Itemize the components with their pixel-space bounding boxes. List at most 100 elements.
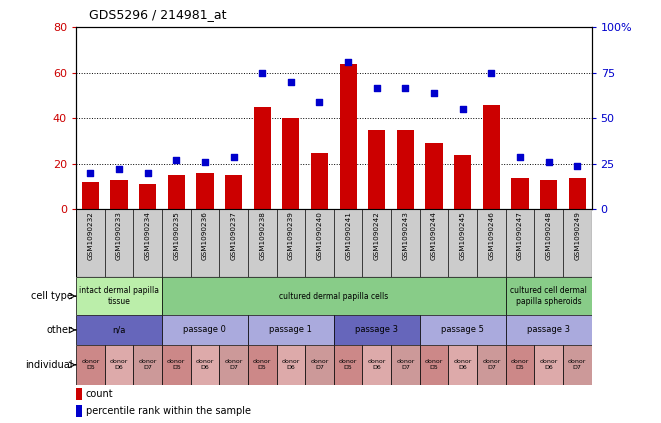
Text: donor
D5: donor D5: [253, 360, 272, 370]
Text: donor
D5: donor D5: [81, 360, 100, 370]
Bar: [282, 118, 299, 209]
Bar: [76, 345, 104, 385]
Text: GSM1090238: GSM1090238: [259, 212, 265, 260]
Bar: [568, 178, 586, 209]
Text: GSM1090233: GSM1090233: [116, 212, 122, 260]
Bar: [362, 345, 391, 385]
Point: [314, 99, 325, 105]
Bar: [506, 345, 534, 385]
Text: donor
D7: donor D7: [224, 360, 243, 370]
Text: cultured dermal papilla cells: cultured dermal papilla cells: [279, 291, 389, 301]
Text: passage 0: passage 0: [184, 325, 226, 335]
Text: donor
D7: donor D7: [482, 360, 500, 370]
Text: donor
D6: donor D6: [196, 360, 214, 370]
Point: [429, 90, 440, 96]
Text: GSM1090249: GSM1090249: [574, 212, 580, 260]
Bar: [506, 277, 592, 315]
Point: [371, 84, 382, 91]
Point: [228, 153, 239, 160]
Point: [457, 106, 468, 113]
Text: donor
D5: donor D5: [167, 360, 186, 370]
Bar: [76, 388, 82, 400]
Text: donor
D7: donor D7: [310, 360, 329, 370]
Bar: [512, 178, 529, 209]
Bar: [276, 345, 305, 385]
Text: other: other: [47, 325, 73, 335]
Text: percentile rank within the sample: percentile rank within the sample: [86, 407, 251, 416]
Text: donor
D7: donor D7: [396, 360, 414, 370]
Point: [343, 59, 354, 66]
Bar: [82, 182, 99, 209]
Point: [114, 166, 124, 173]
Text: passage 3: passage 3: [355, 325, 399, 335]
Bar: [190, 345, 219, 385]
Text: passage 1: passage 1: [270, 325, 312, 335]
Bar: [311, 153, 328, 209]
Bar: [426, 143, 443, 209]
Text: donor
D7: donor D7: [138, 360, 157, 370]
Text: GSM1090248: GSM1090248: [545, 212, 552, 260]
Text: passage 5: passage 5: [442, 325, 484, 335]
Point: [142, 170, 153, 176]
Bar: [254, 107, 271, 209]
Text: GSM1090236: GSM1090236: [202, 212, 208, 260]
Text: individual: individual: [25, 360, 73, 370]
Bar: [76, 315, 162, 345]
Bar: [483, 105, 500, 209]
Text: donor
D5: donor D5: [511, 360, 529, 370]
Text: GSM1090246: GSM1090246: [488, 212, 494, 260]
Point: [85, 170, 96, 176]
Text: GSM1090240: GSM1090240: [317, 212, 323, 260]
Text: count: count: [86, 390, 114, 399]
Point: [257, 70, 268, 77]
Bar: [334, 315, 420, 345]
Text: GSM1090234: GSM1090234: [145, 212, 151, 260]
Text: donor
D7: donor D7: [568, 360, 586, 370]
Bar: [76, 277, 162, 315]
Bar: [168, 175, 185, 209]
Text: GSM1090239: GSM1090239: [288, 212, 294, 260]
Text: donor
D6: donor D6: [282, 360, 300, 370]
Text: GSM1090241: GSM1090241: [345, 212, 351, 260]
Bar: [139, 184, 156, 209]
Text: cell type: cell type: [31, 291, 73, 301]
Text: GSM1090247: GSM1090247: [517, 212, 523, 260]
Text: GSM1090235: GSM1090235: [173, 212, 179, 260]
Bar: [448, 345, 477, 385]
Bar: [162, 315, 248, 345]
Bar: [563, 345, 592, 385]
Bar: [76, 405, 82, 417]
Text: passage 3: passage 3: [527, 325, 570, 335]
Bar: [219, 345, 248, 385]
Text: GSM1090232: GSM1090232: [87, 212, 93, 260]
Bar: [305, 345, 334, 385]
Text: donor
D6: donor D6: [453, 360, 472, 370]
Bar: [196, 173, 214, 209]
Text: GDS5296 / 214981_at: GDS5296 / 214981_at: [89, 8, 227, 21]
Bar: [540, 180, 557, 209]
Point: [515, 153, 525, 160]
Point: [400, 84, 410, 91]
Point: [286, 79, 296, 85]
Point: [200, 159, 210, 165]
Text: n/a: n/a: [112, 325, 126, 335]
Bar: [162, 277, 506, 315]
Text: GSM1090237: GSM1090237: [231, 212, 237, 260]
Text: donor
D6: donor D6: [539, 360, 558, 370]
Bar: [454, 155, 471, 209]
Bar: [420, 315, 506, 345]
Bar: [368, 130, 385, 209]
Point: [572, 162, 582, 169]
Bar: [248, 315, 334, 345]
Bar: [506, 315, 592, 345]
Bar: [534, 345, 563, 385]
Text: GSM1090245: GSM1090245: [459, 212, 466, 260]
Bar: [477, 345, 506, 385]
Text: intact dermal papilla
tissue: intact dermal papilla tissue: [79, 286, 159, 306]
Text: cultured cell dermal
papilla spheroids: cultured cell dermal papilla spheroids: [510, 286, 587, 306]
Bar: [391, 345, 420, 385]
Bar: [134, 345, 162, 385]
Point: [171, 157, 182, 164]
Bar: [397, 130, 414, 209]
Point: [486, 70, 496, 77]
